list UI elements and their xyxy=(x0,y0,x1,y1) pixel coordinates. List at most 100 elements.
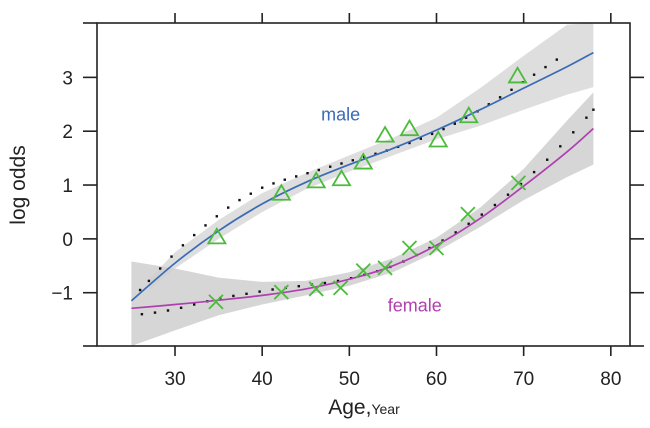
female-reference-dot xyxy=(336,279,340,283)
female-reference-dot xyxy=(232,294,235,298)
female-data-point xyxy=(460,206,476,222)
female-reference-dot xyxy=(441,239,444,242)
female-data-point xyxy=(208,294,224,310)
male-reference-dot xyxy=(340,162,343,165)
x-tick-label: 30 xyxy=(164,369,185,390)
male-data-point xyxy=(399,118,420,137)
female-reference-dot xyxy=(559,145,562,148)
male-data-point xyxy=(428,130,449,148)
female-reference-dot xyxy=(245,292,248,295)
female-reference-dot xyxy=(467,222,470,225)
x-axis-title-main: Age, xyxy=(328,396,371,419)
female-reference-dot xyxy=(140,313,144,316)
female-reference-dot xyxy=(323,281,327,285)
x-tick-label: 60 xyxy=(426,369,447,390)
female-reference-dot xyxy=(480,213,483,216)
male-reference-dot xyxy=(351,159,354,162)
male-reference-dot xyxy=(510,88,513,91)
x-axis-title-unit: Year xyxy=(371,401,400,417)
confidence-bands xyxy=(131,23,594,346)
female-reference-dot xyxy=(546,158,549,161)
female-data-point xyxy=(332,280,349,296)
male-reference-dot xyxy=(238,198,241,202)
y-tick-label: 0 xyxy=(62,230,73,251)
female-reference-dot xyxy=(258,290,261,293)
male-data-point xyxy=(458,105,479,124)
male-data-point xyxy=(331,168,352,187)
male-reference-dot xyxy=(147,279,151,283)
female-series-label: female xyxy=(388,296,442,316)
female-data-point xyxy=(401,240,418,256)
female-reference-dot xyxy=(153,311,157,314)
female-confidence-band xyxy=(131,92,594,346)
male-reference-dot xyxy=(261,186,264,189)
y-tick-label: −1 xyxy=(51,284,73,305)
y-tick-label: 2 xyxy=(62,122,73,143)
series-labels: male female xyxy=(321,104,442,315)
female-reference-dot xyxy=(519,182,523,186)
male-data-point xyxy=(374,125,396,143)
dotted-reference-curves xyxy=(138,58,595,316)
male-reference-dot xyxy=(329,165,332,168)
male-series-label: male xyxy=(321,104,360,124)
female-reference-dot xyxy=(532,170,536,174)
male-reference-dot xyxy=(215,215,218,218)
y-tick-label: 3 xyxy=(62,68,73,89)
male-data-point xyxy=(507,66,528,84)
female-reference-dot xyxy=(585,116,588,119)
female-reference-dot xyxy=(166,309,170,312)
female-reference-dot xyxy=(493,203,497,207)
female-reference-dot xyxy=(297,285,300,288)
male-reference-dot xyxy=(374,152,377,155)
female-reference-dot xyxy=(271,288,274,291)
male-reference-dot xyxy=(204,224,207,227)
female-data-point xyxy=(510,175,527,191)
female-reference-dot xyxy=(454,231,457,234)
female-reference-dot xyxy=(179,306,183,309)
female-reference-dot xyxy=(592,108,595,111)
male-reference-dot xyxy=(408,141,411,145)
male-reference-dot xyxy=(193,233,196,237)
male-data-point xyxy=(271,183,292,201)
female-reference-dot xyxy=(506,193,510,196)
male-reference-dot xyxy=(487,103,490,106)
x-tick-label: 70 xyxy=(513,369,534,390)
male-reference-dot xyxy=(430,132,434,136)
male-reference-dot xyxy=(453,122,456,125)
male-reference-dot xyxy=(227,206,230,209)
female-reference-dot xyxy=(193,303,196,306)
female-reference-dot xyxy=(572,131,575,134)
male-reference-dot xyxy=(181,244,185,247)
male-reference-dot xyxy=(249,192,252,195)
x-tick-label: 80 xyxy=(600,369,621,390)
male-reference-dot xyxy=(283,178,286,181)
male-reference-dot xyxy=(272,182,275,185)
x-axis-title: Age,Year xyxy=(328,396,400,419)
female-data-point xyxy=(377,260,393,276)
male-reference-dot xyxy=(532,73,536,76)
x-tick-label: 50 xyxy=(339,369,360,390)
male-data-point xyxy=(306,171,327,189)
male-data-point xyxy=(206,227,227,245)
male-reference-dot xyxy=(442,127,445,131)
female-reference-dot xyxy=(428,246,431,250)
data-points xyxy=(206,66,528,310)
male-reference-dot xyxy=(498,96,502,99)
axis-labels: log odds Age,Year xyxy=(7,145,400,419)
male-reference-dot xyxy=(159,267,162,270)
y-axis-title: log odds xyxy=(7,145,30,224)
male-data-point xyxy=(353,152,374,170)
male-reference-dot xyxy=(138,288,142,292)
male-reference-dot xyxy=(306,172,309,175)
x-tick-label: 40 xyxy=(252,369,273,390)
male-reference-dot xyxy=(555,58,558,61)
male-reference-dot xyxy=(419,137,422,140)
female-data-point xyxy=(308,281,324,297)
male-reference-dot xyxy=(295,175,298,178)
female-data-point xyxy=(428,240,445,256)
male-reference-dot xyxy=(317,168,320,172)
y-tick-label: 1 xyxy=(62,176,73,197)
male-reference-dot xyxy=(544,65,547,69)
axis-ticks: 30 40 50 60 70 80 −1 0 1 2 3 xyxy=(51,13,644,390)
